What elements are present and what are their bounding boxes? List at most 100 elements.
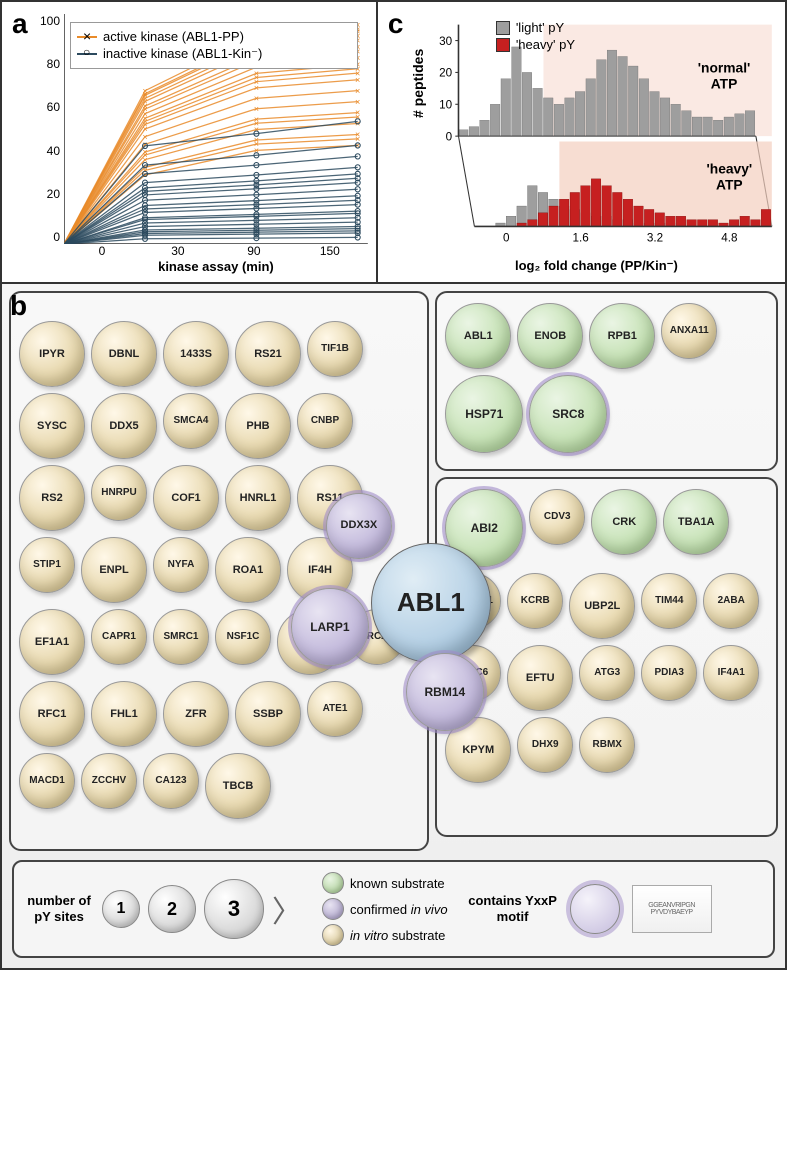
bubble-smca4: SMCA4 [163,393,219,449]
legend-a-inactive: inactive kinase (ABL1-Kin⁻) [77,46,351,62]
svg-text:×: × [254,93,259,103]
svg-text:×: × [254,104,259,114]
svg-text:'heavy': 'heavy' [706,161,752,176]
bubble-zfr: ZFR [163,681,229,747]
bubble-ef1a1: EF1A1 [19,609,85,675]
legend-cat-confirmed: confirmed in vivo [322,898,448,920]
bubble-tim44: TIM44 [641,573,697,629]
bubble-cdv3: CDV3 [529,489,585,545]
bubble-atg3: ATG3 [579,645,635,701]
legend-cat-invitro-text: in vitro substrate [350,928,445,943]
svg-text:ATP: ATP [711,76,738,91]
mini-bubble-known [322,872,344,894]
mini-bubble-invitro [322,924,344,946]
legend-size-caption: number of pY sites [24,893,94,924]
bubble-src8: SRC8 [529,375,607,453]
logo-line-2: PYVDYBAEYP [651,909,693,916]
svg-text:×: × [355,86,360,96]
bubble-anxa11: ANXA11 [661,303,717,359]
bubble-if4a1: IF4A1 [703,645,759,701]
legend-a-active-text: active kinase (ABL1-PP) [103,29,244,44]
size-arrow: 〉 [272,887,302,931]
bubble-nyfa: NYFA [153,537,209,593]
bubble-tba1a: TBA1A [663,489,729,555]
legend-bottom: number of pY sites 1 2 3 〉 known substra… [12,860,775,958]
legend-sq-heavy [496,38,510,52]
bubble-hsp71: HSP71 [445,375,523,453]
svg-text:4.8: 4.8 [721,231,737,244]
size-demo-3: 3 [204,879,264,939]
svg-text:×: × [355,75,360,85]
bubble-ca123: CA123 [143,753,199,809]
legend-cat-invitro: in vitro substrate [322,924,448,946]
legend-swatch-inactive [77,53,97,55]
bubble-dbnl: DBNL [91,321,157,387]
legend-cat-known-text: known substrate [350,876,445,891]
bubble-smrc1: SMRC1 [153,609,209,665]
legend-cat-known: known substrate [322,872,448,894]
bubble-stip1: STIP1 [19,537,75,593]
bubble-sysc: SYSC [19,393,85,459]
svg-text:3.2: 3.2 [647,231,663,244]
legend-c: 'light' pY 'heavy' pY [496,18,575,54]
mini-bubble-confirmed [322,898,344,920]
panel-b-label: b [10,290,27,322]
legend-swatch-active [77,36,97,38]
legend-a-active: active kinase (ABL1-PP) [77,29,351,44]
size-demo-1: 1 [102,890,140,928]
panel-a-label: a [12,8,28,40]
bubble-cof1: COF1 [153,465,219,531]
panel-b: b IPYRDBNL1433SRS21TIF1BSYSCDDX5SMCA4PHB… [2,284,785,968]
bubble-macd1: MACD1 [19,753,75,809]
chart-c-svg: 010203001.63.24.8'normal'ATP'heavy'ATP [416,14,777,248]
bubble-capr1: CAPR1 [91,609,147,665]
svg-text:ATP: ATP [716,177,743,192]
top-right-region: ABL1ENOBRPB1ANXA11HSP71SRC8 [435,291,778,471]
size-demo-2: 2 [148,885,196,933]
legend-motif: contains YxxP motif GGEANVRIPGN PYVDYBAE… [468,884,712,934]
bubble-hnrpu: HNRPU [91,465,147,521]
svg-text:10: 10 [439,99,452,112]
legend-sizes: number of pY sites 1 2 3 〉 [24,879,302,939]
ylabel-c: # peptides [410,49,426,118]
y-ticks-a: 100806040200 [36,14,60,244]
svg-text:30: 30 [439,35,452,48]
bubble-rbmx: RBMX [579,717,635,773]
bubble-rbm14: RBM14 [406,653,484,731]
center-cluster: ABL1 DDX3XLARP1RBM14 [331,503,531,703]
svg-text:×: × [254,83,259,93]
bubble-2aba: 2ABA [703,573,759,629]
legend-a-inactive-text: inactive kinase (ABL1-Kin⁻) [103,46,262,62]
top-row: a active kinase (ABL1-PP) inactive kinas… [2,2,785,284]
legend-c-light-text: 'light' pY [516,20,564,35]
bubble-phb: PHB [225,393,291,459]
bubble-tbcb: TBCB [205,753,271,819]
bubble-rs21: RS21 [235,321,301,387]
bubble-enpl: ENPL [81,537,147,603]
panel-c: c 'light' pY 'heavy' pY # peptides 01020… [378,2,785,282]
bubble-fhl1: FHL1 [91,681,157,747]
svg-text:×: × [355,97,360,107]
svg-text:'normal': 'normal' [698,60,751,75]
legend-sq-light [496,21,510,35]
chart-c: 'light' pY 'heavy' pY # peptides 0102030… [416,14,777,274]
chart-a: active kinase (ABL1-PP) inactive kinase … [40,14,368,274]
xlabel-a: kinase assay (min) [64,259,368,274]
svg-text:1.6: 1.6 [572,231,588,244]
bubble-rpb1: RPB1 [589,303,655,369]
bubble-ubp2l: UBP2L [569,573,635,639]
bubble-abl1: ABL1 [445,303,511,369]
legend-motif-caption: contains YxxP motif [468,893,558,924]
sequence-logo: GGEANVRIPGN PYVDYBAEYP [632,885,712,933]
bubble-dhx9: DHX9 [517,717,573,773]
panel-a: a active kinase (ABL1-PP) inactive kinas… [2,2,378,282]
svg-text:0: 0 [503,231,510,244]
figure-container: a active kinase (ABL1-PP) inactive kinas… [0,0,787,970]
bubble-pdia3: PDIA3 [641,645,697,701]
bubble-ddx3x: DDX3X [326,493,392,559]
legend-a: active kinase (ABL1-PP) inactive kinase … [70,22,358,69]
bubble-tif1b: TIF1B [307,321,363,377]
legend-c-light: 'light' pY [496,20,575,35]
svg-text:0: 0 [445,130,452,143]
x-ticks-a: 03090150 [64,244,368,258]
